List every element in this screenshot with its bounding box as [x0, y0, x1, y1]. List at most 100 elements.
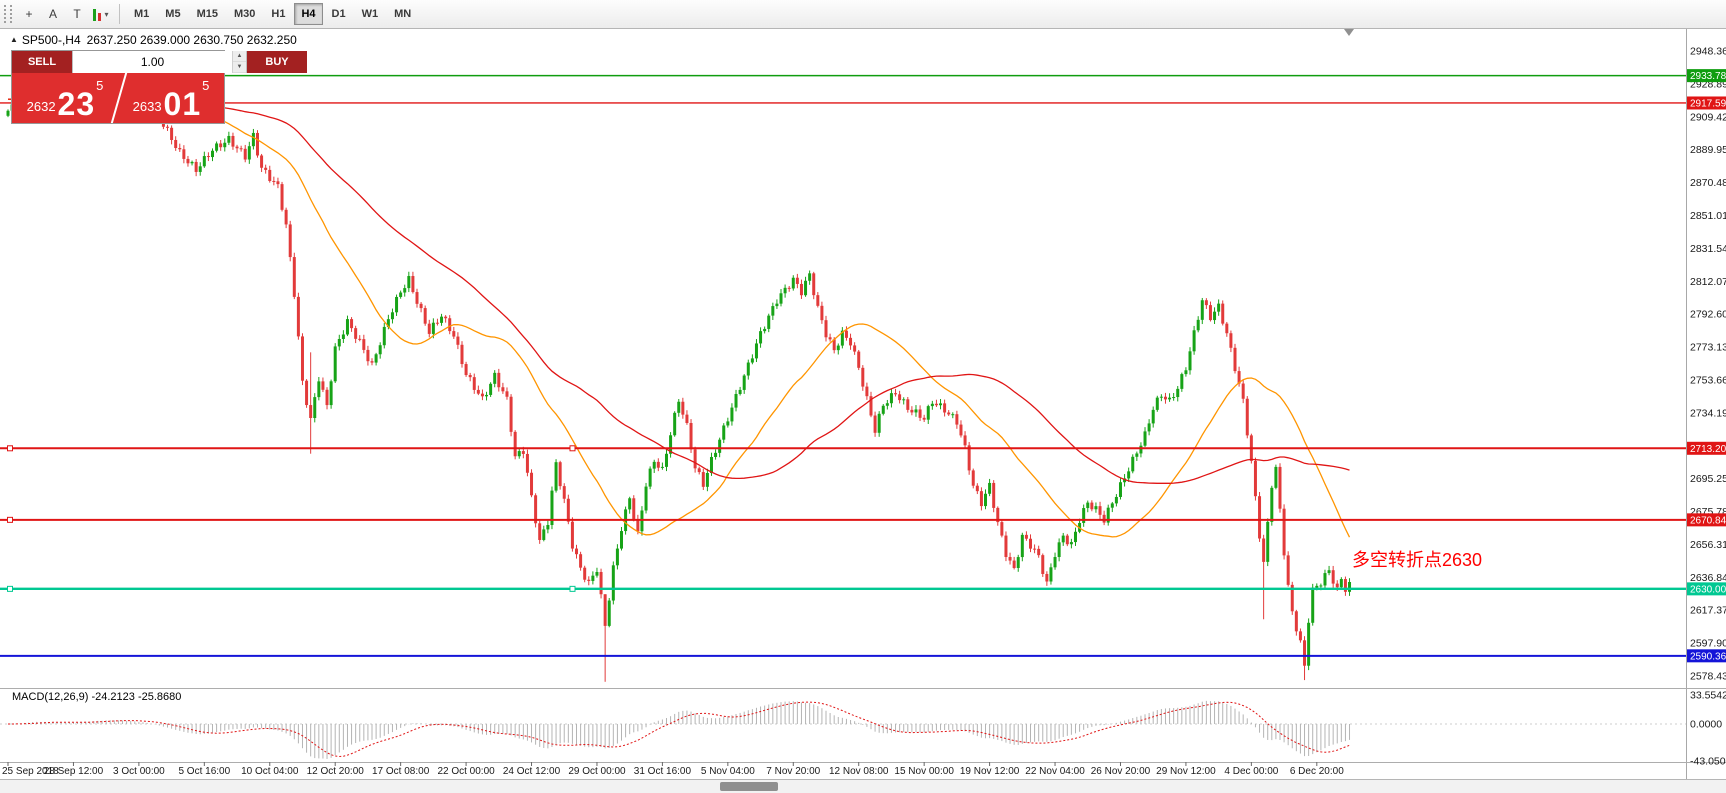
hline-price-label: 2670.849: [1687, 513, 1726, 527]
price-axis[interactable]: [1686, 28, 1726, 779]
line-handle[interactable]: [7, 516, 13, 523]
candle: [309, 352, 313, 454]
candle: [366, 345, 370, 366]
collapse-panel-icon[interactable]: ▲: [10, 35, 18, 44]
buy-price[interactable]: 2633 01 5: [118, 73, 224, 123]
candle: [971, 468, 975, 489]
time-axis-label: 24 Oct 12:00: [503, 766, 561, 777]
candle: [1024, 531, 1028, 541]
candle: [685, 410, 689, 425]
candle: [828, 333, 832, 342]
candle: [1020, 532, 1024, 562]
candle: [771, 302, 775, 321]
timeframe-button-w1[interactable]: W1: [355, 3, 386, 25]
candle: [190, 160, 194, 166]
candle: [881, 404, 885, 416]
candle: [726, 417, 730, 428]
candle: [673, 411, 677, 437]
svg-text:2670.849: 2670.849: [1690, 515, 1726, 526]
price-axis-label: 2792.600: [1690, 309, 1726, 321]
candle: [1139, 442, 1143, 458]
candle: [1323, 569, 1327, 589]
candle: [926, 404, 930, 424]
timeframe-button-m30[interactable]: M30: [227, 3, 262, 25]
candle: [1184, 367, 1188, 377]
candle: [407, 271, 411, 293]
candle: [1221, 300, 1225, 326]
lot-size-input[interactable]: [73, 51, 232, 73]
price-axis-label: 2578.430: [1690, 670, 1726, 682]
candle: [427, 319, 431, 338]
candle: [746, 359, 750, 380]
line-handle[interactable]: [569, 445, 576, 452]
time-axis-label: 29 Oct 00:00: [568, 766, 626, 777]
chart-shift-marker[interactable]: [1344, 29, 1354, 36]
candle: [1290, 581, 1294, 615]
candle: [1298, 628, 1302, 643]
svg-text:2917.591: 2917.591: [1690, 98, 1726, 109]
line-handle[interactable]: [569, 585, 576, 592]
timeframe-button-mn[interactable]: MN: [387, 3, 418, 25]
candle: [444, 315, 448, 323]
line-handle[interactable]: [7, 445, 13, 452]
lot-decrease-button[interactable]: ▼: [233, 62, 246, 73]
candle: [440, 313, 444, 326]
sell-price[interactable]: 2632 23 5: [12, 73, 118, 123]
candle: [182, 145, 186, 164]
crosshair-icon[interactable]: +: [18, 3, 40, 25]
candle: [1037, 545, 1041, 558]
line-handle[interactable]: [7, 585, 13, 592]
candle: [505, 387, 509, 400]
price-axis-label: 2753.660: [1690, 374, 1726, 386]
candle: [509, 394, 513, 437]
chart-objects-button[interactable]: ▾: [90, 3, 112, 25]
candle: [272, 176, 276, 186]
candle: [305, 379, 309, 408]
candle: [1065, 533, 1069, 547]
candle: [898, 390, 902, 404]
chart-text-annotation[interactable]: 多空转折点2630: [1352, 550, 1483, 570]
label-tool-icon[interactable]: T: [66, 3, 88, 25]
sell-button[interactable]: SELL: [12, 51, 72, 73]
candle: [1217, 299, 1221, 316]
candle: [255, 130, 259, 158]
candle: [910, 406, 914, 416]
candle: [1123, 474, 1127, 487]
candle: [1225, 321, 1229, 337]
candle: [268, 165, 272, 183]
scrollbar-thumb[interactable]: [720, 782, 778, 791]
candle: [607, 597, 611, 628]
candle: [170, 125, 174, 145]
time-axis-label: 10 Oct 04:00: [241, 766, 299, 777]
candle: [1188, 347, 1192, 375]
candle: [1143, 427, 1147, 448]
svg-text:2713.202: 2713.202: [1690, 444, 1726, 455]
candle: [664, 449, 668, 472]
candle: [1045, 571, 1049, 586]
timeframe-button-h4[interactable]: H4: [294, 3, 323, 25]
candle: [239, 145, 243, 152]
candle: [861, 365, 865, 391]
candle: [399, 290, 403, 299]
candle: [1311, 583, 1315, 626]
timeframe-button-d1[interactable]: D1: [325, 3, 353, 25]
toolbar-grip[interactable]: [4, 5, 12, 23]
timeframe-button-h1[interactable]: H1: [264, 3, 292, 25]
candle: [767, 313, 771, 333]
time-axis-label: 12 Nov 08:00: [829, 766, 889, 777]
lot-increase-button[interactable]: ▲: [233, 51, 246, 62]
candle: [660, 462, 664, 470]
candle: [738, 386, 742, 396]
hline-price-label: 2933.785: [1687, 69, 1726, 83]
timeframe-button-m15[interactable]: M15: [190, 3, 225, 25]
timeframe-button-m5[interactable]: M5: [158, 3, 187, 25]
time-axis-label: 19 Nov 12:00: [960, 766, 1020, 777]
candle: [591, 571, 595, 585]
timeframe-button-m1[interactable]: M1: [127, 3, 156, 25]
buy-button[interactable]: BUY: [247, 51, 307, 73]
svg-text:2933.785: 2933.785: [1690, 71, 1726, 82]
text-tool-icon[interactable]: A: [42, 3, 64, 25]
horizontal-scrollbar[interactable]: [0, 779, 1726, 793]
sell-price-main: 23: [57, 86, 96, 122]
